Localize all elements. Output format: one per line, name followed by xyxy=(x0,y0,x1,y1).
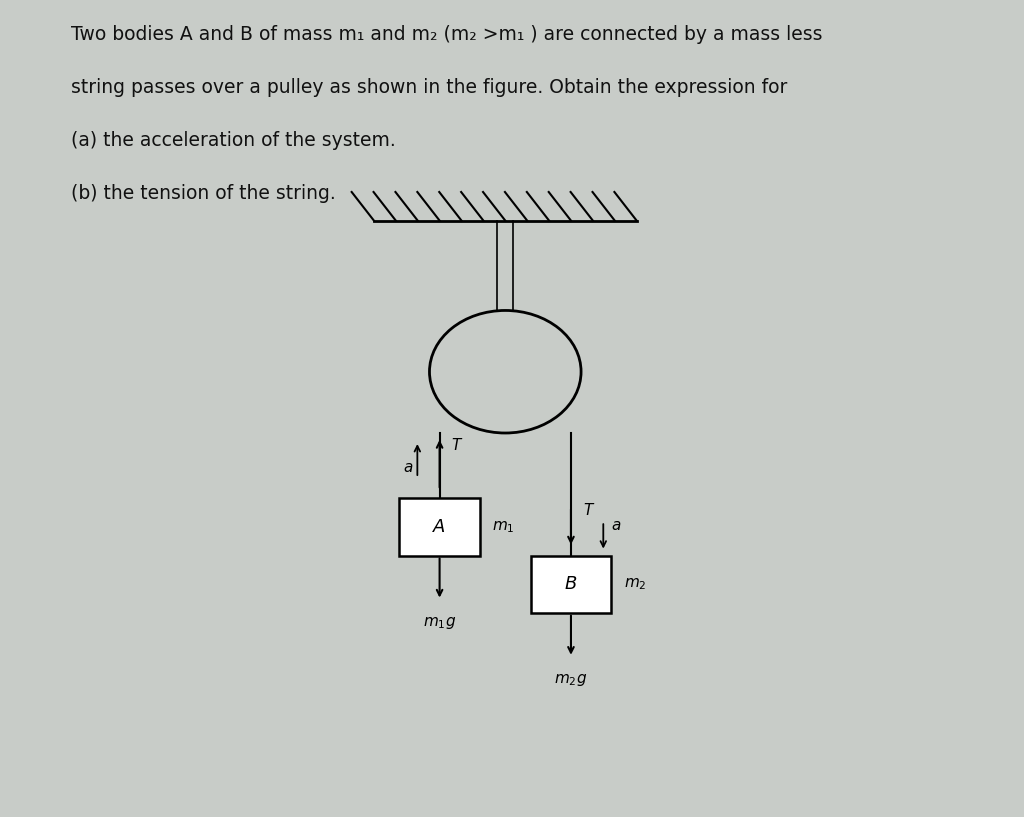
Text: $m_1g$: $m_1g$ xyxy=(423,615,456,632)
Text: T: T xyxy=(452,438,461,453)
Text: $m_2$: $m_2$ xyxy=(624,576,646,592)
Bar xyxy=(530,556,611,613)
Text: a: a xyxy=(611,518,621,533)
Text: $m_1$: $m_1$ xyxy=(493,519,515,535)
Text: (a) the acceleration of the system.: (a) the acceleration of the system. xyxy=(71,131,395,150)
Text: B: B xyxy=(565,575,578,593)
Text: (b) the tension of the string.: (b) the tension of the string. xyxy=(71,184,336,203)
Text: T: T xyxy=(583,503,593,518)
Text: a: a xyxy=(402,460,413,475)
Text: string passes over a pulley as shown in the figure. Obtain the expression for: string passes over a pulley as shown in … xyxy=(71,78,787,96)
Text: A: A xyxy=(433,518,445,536)
Text: $m_2g$: $m_2g$ xyxy=(554,672,588,689)
Text: Two bodies A and B of mass m₁ and m₂ (m₂ >m₁ ) are connected by a mass less: Two bodies A and B of mass m₁ and m₂ (m₂… xyxy=(71,25,822,43)
Bar xyxy=(399,498,480,556)
